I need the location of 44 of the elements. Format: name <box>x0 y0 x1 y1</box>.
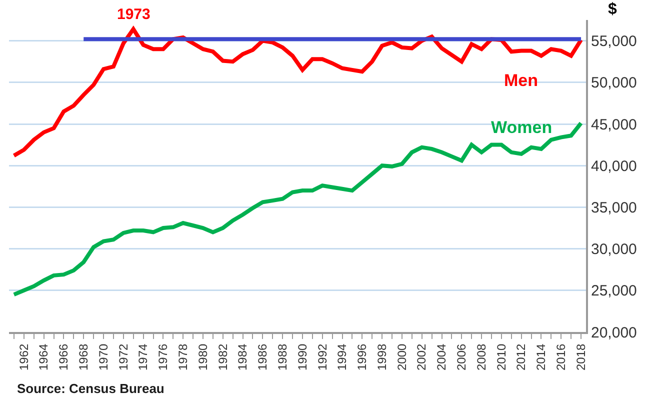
x-tick-label: 2010 <box>494 343 508 371</box>
series-label: Men <box>504 71 538 90</box>
y-tick-label: 45,000 <box>591 116 637 134</box>
x-tick-label: 1962 <box>16 343 31 371</box>
source-note: Source: Census Bureau <box>17 381 164 396</box>
y-tick-label: 30,000 <box>591 241 637 258</box>
line-series <box>12 27 584 158</box>
x-tick-label: 1986 <box>256 343 270 371</box>
series-label: Women <box>491 118 552 137</box>
x-tick-label: 1990 <box>295 343 310 371</box>
x-tick-label: 1968 <box>76 343 91 371</box>
x-tick-label: 1976 <box>156 343 170 371</box>
x-tick-label: 2014 <box>534 343 548 371</box>
x-tick-label: 1978 <box>176 343 190 371</box>
x-tick-label: 2004 <box>434 343 449 371</box>
x-tick-label: 1970 <box>96 343 110 371</box>
x-tick-label: 2016 <box>554 343 568 371</box>
x-tick-label: 2008 <box>474 343 488 371</box>
x-tick-label: 1988 <box>275 343 290 371</box>
x-tick-label: 1998 <box>374 343 389 371</box>
y-tick-label: 40,000 <box>591 158 637 175</box>
x-tick-label: 2018 <box>574 343 588 371</box>
x-tick-label: 1966 <box>56 343 71 371</box>
y-tick-label: 35,000 <box>591 199 637 216</box>
y-axis-title: $ <box>608 1 617 18</box>
x-tick-label: 1982 <box>216 343 230 371</box>
x-tick-label: 2000 <box>394 343 409 371</box>
x-tick-label: 2012 <box>514 343 528 371</box>
x-tick-label: 1972 <box>116 343 130 371</box>
y-tick-label: 50,000 <box>591 74 637 92</box>
x-tick-label: 1984 <box>236 343 250 371</box>
x-tick-label: 1996 <box>355 343 370 371</box>
y-tick-label: 55,000 <box>591 33 637 50</box>
x-tick-label: 2002 <box>414 343 429 371</box>
y-tick-label: 20,000 <box>591 324 637 342</box>
annotation: 1973 <box>117 6 150 23</box>
x-tick-label: 1992 <box>315 343 330 371</box>
x-tick-label: 1974 <box>136 343 150 371</box>
x-tick-label: 1980 <box>196 343 210 371</box>
x-tick-label: 2006 <box>454 343 469 371</box>
x-tick-label: 1994 <box>335 343 350 371</box>
x-tick-label: 1964 <box>36 343 51 371</box>
y-tick-label: 25,000 <box>591 282 637 300</box>
line-series <box>12 121 584 297</box>
